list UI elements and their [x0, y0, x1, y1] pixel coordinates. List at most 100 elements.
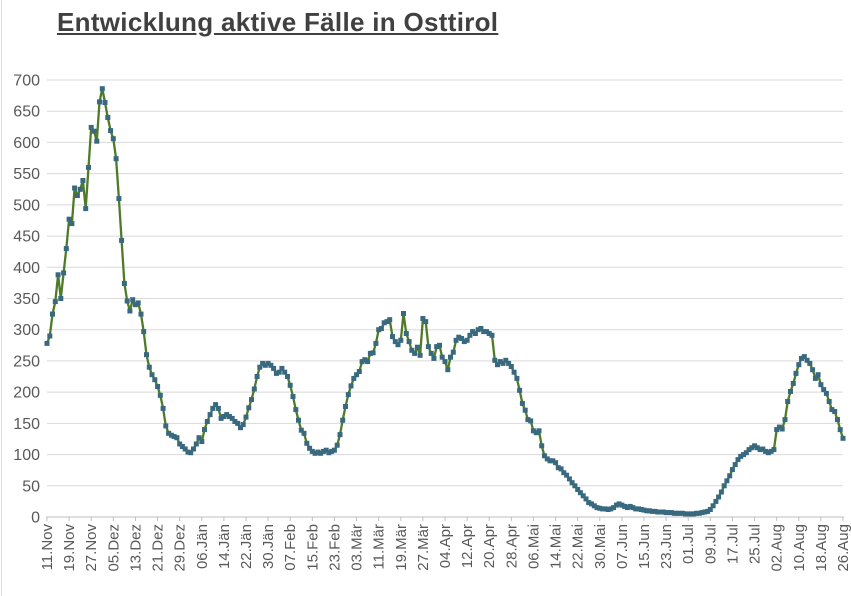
data-point-marker: [721, 483, 727, 489]
data-point-marker: [149, 372, 155, 378]
data-point-marker: [647, 508, 652, 514]
data-point-marker: [688, 511, 694, 517]
data-point-marker: [251, 386, 257, 392]
data-point-marker: [132, 302, 138, 308]
data-point-marker: [776, 424, 782, 430]
data-point-marker: [334, 442, 340, 448]
data-point-marker: [586, 500, 592, 506]
data-point-marker: [246, 405, 252, 411]
data-point-marker: [658, 509, 664, 515]
data-point-marker: [301, 430, 307, 436]
data-point-marker: [495, 362, 500, 368]
data-point-marker: [370, 350, 376, 356]
data-point-marker: [564, 472, 570, 478]
data-point-marker: [550, 458, 556, 464]
data-point-marker: [577, 490, 583, 496]
data-point-marker: [699, 510, 705, 516]
data-point-marker: [406, 339, 412, 345]
data-point-marker: [544, 456, 550, 462]
y-tick-label: 600: [13, 135, 40, 152]
data-point-marker: [240, 422, 246, 428]
data-point-marker: [492, 357, 498, 363]
y-tick-label: 400: [13, 260, 40, 277]
x-tick-label: 22.Jän: [238, 524, 255, 569]
data-point-marker: [663, 510, 669, 516]
data-point-marker: [649, 508, 655, 514]
data-point-marker: [91, 128, 97, 134]
data-point-marker: [238, 425, 243, 431]
data-point-marker: [191, 446, 196, 452]
x-tick-label: 12.Apr: [459, 524, 476, 568]
data-point-marker: [459, 336, 465, 341]
data-point-marker: [138, 311, 144, 317]
data-point-marker: [497, 359, 503, 365]
data-point-marker: [177, 441, 183, 447]
data-point-marker: [309, 448, 315, 454]
data-point-marker: [677, 510, 683, 516]
data-point-marker: [232, 419, 238, 424]
data-point-marker: [746, 447, 752, 453]
data-point-marker: [108, 128, 114, 134]
data-point-marker: [818, 382, 824, 388]
x-tick-label: 06.Jän: [194, 524, 211, 569]
data-point-marker: [260, 360, 266, 366]
data-point-marker: [276, 369, 282, 375]
data-point-marker: [743, 450, 749, 456]
data-point-marker: [163, 423, 169, 429]
data-point-marker: [69, 221, 75, 227]
y-tick-label: 550: [13, 166, 40, 183]
data-point-marker: [765, 450, 771, 456]
x-tick-label: 14.Jän: [216, 524, 233, 569]
data-point-marker: [815, 372, 821, 378]
data-point-marker: [196, 435, 202, 441]
data-point-marker: [262, 362, 268, 368]
data-point-marker: [235, 420, 241, 426]
data-point-marker: [381, 320, 387, 326]
data-point-marker: [144, 352, 149, 358]
data-point-marker: [105, 115, 111, 120]
y-tick-label: 200: [13, 385, 40, 402]
data-point-marker: [542, 453, 547, 459]
data-point-marker: [83, 206, 89, 212]
data-point-marker: [254, 374, 260, 379]
x-tick-label: 03.Mär: [349, 524, 366, 571]
x-tick-label: 19.Mär: [393, 524, 410, 571]
data-point-marker: [710, 503, 716, 509]
data-point-marker: [530, 428, 536, 434]
data-point-marker: [652, 508, 658, 514]
data-point-marker: [44, 340, 50, 346]
data-point-marker: [837, 427, 843, 433]
data-point-marker: [611, 505, 617, 511]
data-point-marker: [702, 509, 708, 515]
data-point-marker: [713, 498, 719, 504]
data-point-marker: [660, 509, 666, 515]
x-tick-label: 28.Apr: [503, 524, 520, 568]
data-point-marker: [461, 339, 467, 345]
data-point-marker: [66, 216, 72, 222]
data-point-marker: [395, 342, 401, 348]
data-point-marker: [644, 508, 650, 514]
data-point-marker: [116, 196, 122, 202]
data-point-marker: [467, 332, 473, 338]
data-point-marker: [320, 448, 326, 454]
data-point-marker: [608, 506, 614, 512]
data-point-marker: [185, 449, 191, 455]
data-point-marker: [61, 270, 67, 276]
data-point-marker: [265, 360, 271, 366]
data-point-marker: [771, 447, 777, 453]
data-point-marker: [99, 86, 105, 92]
data-point-marker: [522, 407, 528, 413]
x-tick-label: 05.Dez: [105, 524, 122, 572]
data-point-marker: [724, 478, 730, 484]
data-point-marker: [528, 418, 534, 424]
data-point-marker: [785, 399, 791, 404]
data-point-marker: [514, 375, 520, 381]
data-point-marker: [171, 434, 177, 439]
data-point-marker: [315, 449, 321, 455]
data-point-marker: [58, 296, 64, 301]
data-point-marker: [727, 473, 733, 479]
data-point-marker: [782, 417, 788, 423]
data-point-marker: [141, 329, 147, 335]
data-point-marker: [337, 432, 343, 438]
x-tick-label: 27.Nov: [83, 524, 100, 572]
